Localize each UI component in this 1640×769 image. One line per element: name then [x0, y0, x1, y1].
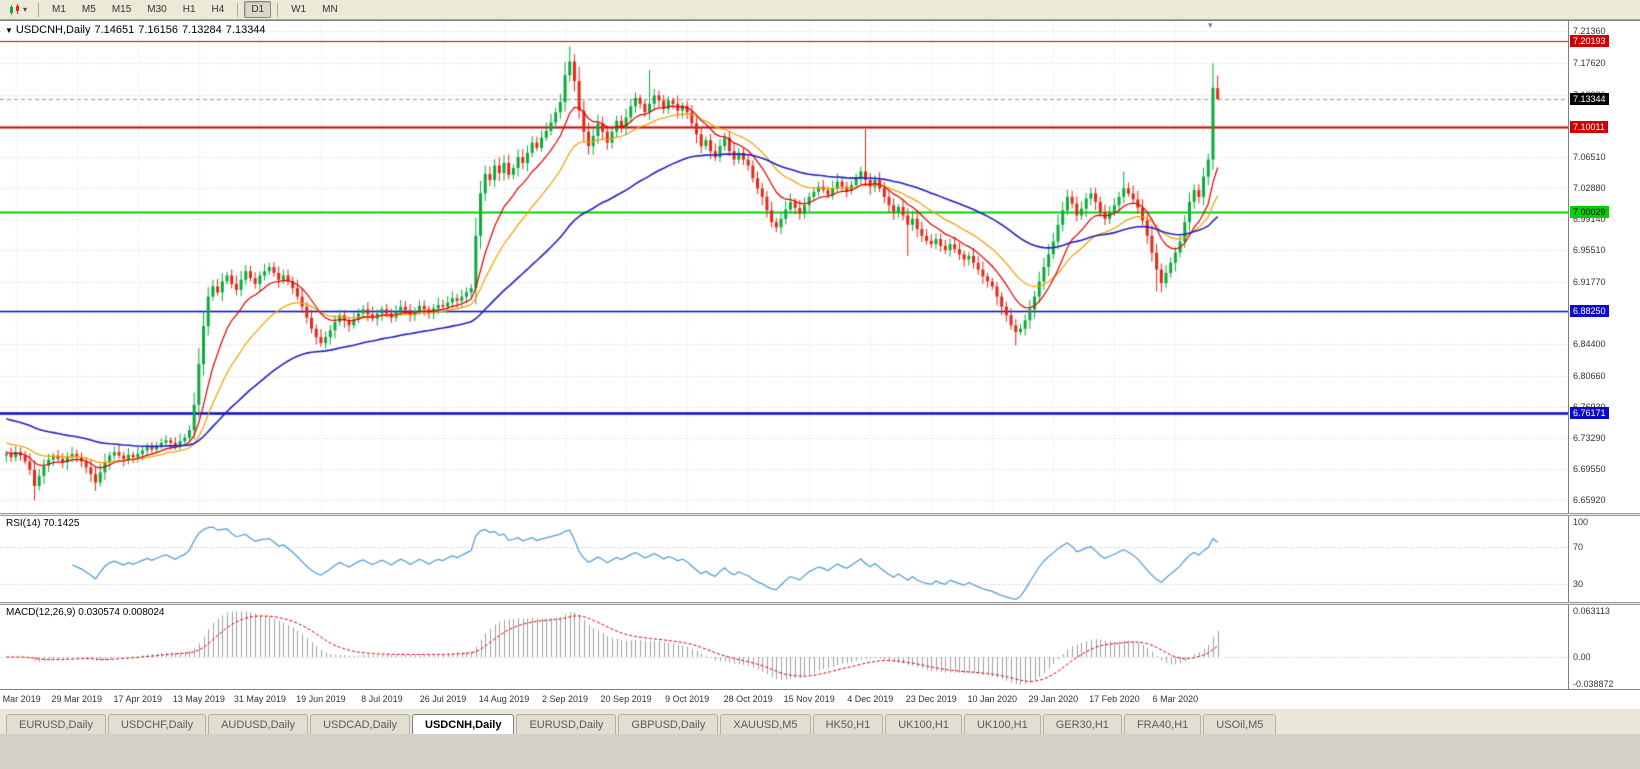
price-tick: 6.69550	[1573, 464, 1606, 475]
symbol-tab-usdchf-daily[interactable]: USDCHF,Daily	[107, 714, 207, 734]
macd-tick: 0.063113	[1573, 606, 1610, 616]
ohlc-close: 7.13344	[225, 24, 266, 36]
price-level-label[interactable]: 6.76171	[1570, 407, 1609, 420]
rsi-tick: 70	[1573, 541, 1584, 552]
rsi-indicator-canvas[interactable]	[0, 516, 1568, 602]
timeframe-button-mn[interactable]: MN	[322, 4, 338, 15]
toolbar: ▾ M1 M5 M15 M30 H1 H4 D1 W1 MN	[0, 0, 1640, 20]
chart-window: ▼ USDCNH,Daily 7.14651 7.16156 7.13284 7.1334…	[0, 20, 1640, 709]
pane-splitter[interactable]	[0, 513, 1640, 516]
rsi-indicator-label: RSI(14) 70.1425	[6, 518, 80, 529]
price-tick: 6.91770	[1573, 276, 1606, 287]
chart-tab-bar: EURUSD,Daily USDCHF,Daily AUDUSD,Daily USDC…	[0, 708, 1640, 734]
price-tick: 7.02880	[1573, 182, 1606, 193]
current-price-label: 7.13344	[1570, 93, 1609, 106]
price-tick: 6.80660	[1573, 370, 1606, 381]
symbol-tab-gbpusd-daily[interactable]: GBPUSD,Daily	[618, 714, 719, 734]
date-label: 26 Jul 2019	[419, 694, 467, 704]
timeframe-button-m5[interactable]: M5	[81, 4, 96, 15]
price-tick: 6.76930	[1573, 402, 1606, 412]
timeframe-button-d1[interactable]: D1	[244, 1, 272, 18]
symbol-tab-uk100-h1[interactable]: UK100,H1	[963, 714, 1041, 734]
pane-splitter[interactable]	[0, 602, 1640, 605]
date-label: 19 Jun 2019	[296, 694, 346, 704]
rsi-tick: 100	[1573, 517, 1589, 527]
status-bar	[0, 734, 1640, 769]
main-chart-canvas[interactable]	[0, 21, 1568, 513]
symbol-tab-audusd-daily[interactable]: AUDUSD,Daily	[208, 714, 309, 734]
date-label: 15 Nov 2019	[783, 694, 835, 704]
timeframe-button-m15[interactable]: M15	[111, 4, 132, 15]
chart-shift-marker[interactable]: ▾	[1208, 20, 1213, 30]
date-label: 8 Jul 2019	[361, 694, 403, 704]
symbol-tab-usoil-m5[interactable]: USOil,M5	[1203, 714, 1277, 734]
macd-indicator-label: MACD(12,26,9) 0.030574 0.008024	[6, 607, 165, 618]
symbol-tab-fra40-h1[interactable]: FRA40,H1	[1123, 714, 1202, 734]
symbol-tab-xauusd-m5[interactable]: XAUUSD,M5	[720, 714, 811, 734]
collapse-arrow-icon[interactable]: ▼	[5, 26, 13, 35]
chevron-down-icon: ▾	[23, 5, 28, 14]
rsi-tick: 30	[1573, 578, 1584, 589]
price-tick: 6.84400	[1573, 338, 1606, 349]
price-level-label[interactable]: 7.20193	[1570, 35, 1609, 48]
chart-symbol-label: USDCNH,Daily	[15, 24, 91, 36]
date-label: 10 Jan 2020	[967, 694, 1018, 704]
timeframe-button-m30[interactable]: M30	[147, 4, 167, 15]
symbol-tab-hk50-h1[interactable]: HK50,H1	[812, 714, 884, 734]
date-label: 14 Aug 2019	[478, 694, 530, 704]
price-tick: 6.65920	[1573, 495, 1606, 506]
macd-indicator-canvas[interactable]	[0, 605, 1568, 689]
time-axis[interactable]: 11 Mar 2019 29 Mar 2019 17 Apr 2019 13 May …	[0, 689, 1640, 709]
timeframe-button-w1[interactable]: W1	[291, 4, 307, 15]
chart-type-button[interactable]: ▾	[4, 2, 31, 18]
timeframe-button-h1[interactable]: H1	[182, 4, 196, 15]
price-tick: 7.06510	[1573, 152, 1606, 163]
candlestick-chart-icon	[10, 3, 19, 15]
date-label: 11 Mar 2019	[0, 694, 41, 704]
date-label: 29 Jan 2020	[1028, 694, 1079, 704]
price-tick: 6.99140	[1573, 214, 1606, 225]
ohlc-low: 7.13284	[182, 24, 222, 36]
macd-tick: -0.038872	[1573, 679, 1614, 689]
timeframe-button-m1[interactable]: M1	[52, 4, 66, 15]
macd-tick: 0.00	[1573, 651, 1591, 662]
symbol-tab-uk100-h1[interactable]: UK100,H1	[885, 714, 962, 734]
date-label: 9 Oct 2019	[665, 694, 710, 704]
price-level-label[interactable]: 7.10011	[1570, 121, 1608, 134]
toolbar-separator	[237, 2, 239, 17]
date-label: 23 Dec 2019	[905, 694, 957, 704]
price-level-label[interactable]: 6.88250	[1570, 305, 1609, 318]
symbol-tab-eurusd-daily[interactable]: EURUSD,Daily	[516, 714, 617, 734]
price-level-label[interactable]: 7.00029	[1570, 205, 1609, 218]
date-label: 20 Sep 2019	[600, 694, 652, 704]
date-label: 4 Dec 2019	[847, 694, 894, 704]
date-label: 2 Sep 2019	[542, 694, 589, 704]
date-label: 17 Feb 2020	[1089, 694, 1140, 704]
price-tick: 6.73290	[1573, 432, 1606, 443]
date-label: 6 Mar 2020	[1152, 694, 1199, 704]
timeframe-button-h4[interactable]: H4	[211, 4, 225, 15]
date-label: 13 May 2019	[172, 694, 225, 704]
price-tick: 7.21360	[1573, 26, 1606, 37]
price-axis[interactable]: 7.213607.176207.138807.102507.065107.028…	[1568, 21, 1640, 709]
ohlc-open: 7.14651	[94, 24, 135, 36]
price-tick: 6.95510	[1573, 245, 1606, 255]
symbol-tab-usdcnh-daily[interactable]: USDCNH,Daily	[412, 714, 515, 734]
date-label: 29 Mar 2019	[51, 694, 103, 704]
chart-title: ▼ USDCNH,Daily 7.14651 7.16156 7.13284 7.1334…	[5, 24, 270, 36]
date-label: 17 Apr 2019	[113, 694, 163, 704]
symbol-tab-eurusd-daily[interactable]: EURUSD,Daily	[6, 714, 106, 734]
symbol-tab-ger30-h1[interactable]: GER30,H1	[1042, 714, 1122, 734]
toolbar-separator	[277, 2, 279, 17]
date-label: 28 Oct 2019	[723, 694, 773, 704]
price-tick: 7.17620	[1573, 58, 1606, 69]
ohlc-high: 7.16156	[138, 24, 179, 36]
toolbar-separator	[38, 2, 40, 17]
symbol-tab-usdcad-daily[interactable]: USDCAD,Daily	[310, 714, 411, 734]
date-label: 31 May 2019	[233, 694, 286, 704]
timeframe-toolbar: M1 M5 M15 M30 H1 H4 D1 W1 MN	[44, 1, 346, 18]
